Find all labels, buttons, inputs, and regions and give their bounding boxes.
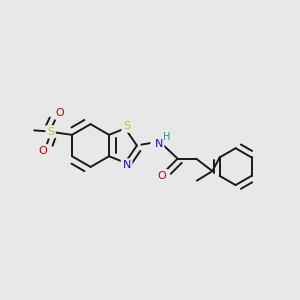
Text: S: S [47, 127, 54, 137]
Text: N: N [122, 160, 131, 170]
Text: O: O [38, 146, 47, 156]
Text: O: O [158, 171, 167, 181]
Text: N: N [154, 139, 163, 149]
Text: O: O [55, 108, 64, 118]
Text: H: H [163, 132, 170, 142]
Text: S: S [123, 121, 130, 131]
